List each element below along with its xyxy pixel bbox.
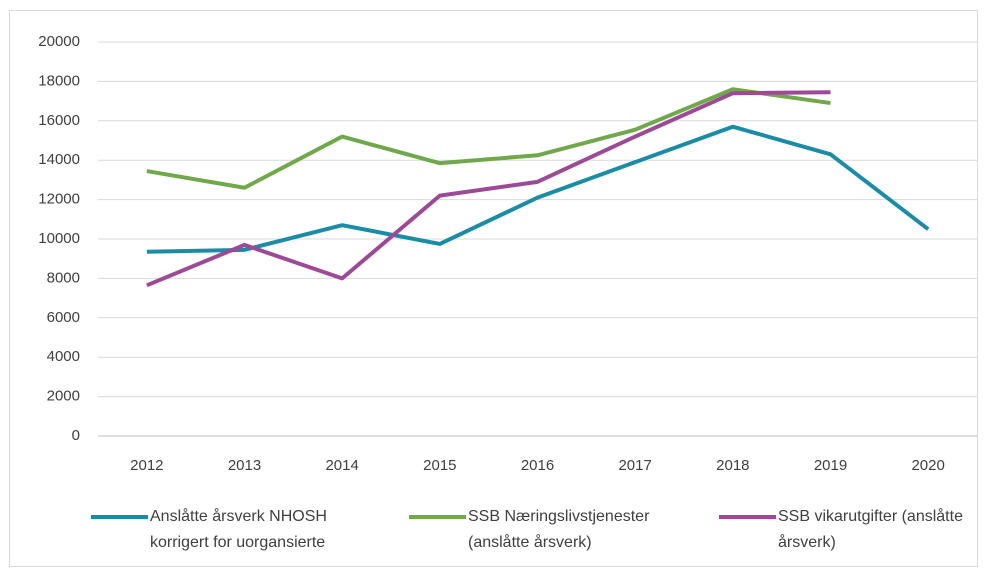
series-line: [146, 87, 831, 190]
y-tick-label: 10000: [38, 230, 80, 247]
x-tick-label: 2013: [228, 457, 261, 474]
y-tick-label: 12000: [38, 191, 80, 208]
y-tick-label: 20000: [38, 33, 80, 50]
legend-label: SSB vikarutgifter (anslåtte årsverk): [778, 508, 963, 551]
x-tick-label: 2016: [521, 457, 554, 474]
legend-label: Anslåtte årsverk NHOSH korrigert for uor…: [150, 508, 327, 551]
x-tick-label: 2012: [130, 457, 163, 474]
y-tick-label: 8000: [47, 269, 80, 286]
x-tick-label: 2018: [716, 457, 749, 474]
x-tick-label: 2019: [814, 457, 847, 474]
chart-border: [9, 10, 978, 567]
x-tick-label: 2015: [423, 457, 456, 474]
y-tick-label: 4000: [47, 348, 80, 365]
y-tick-label: 6000: [47, 309, 80, 326]
series-line: [146, 124, 930, 254]
y-tick-label: 0: [72, 427, 80, 444]
y-tick-label: 16000: [38, 112, 80, 129]
legend-label: SSB Næringslivstjenester (anslåtte årsve…: [468, 508, 650, 551]
y-tick-label: 2000: [47, 388, 80, 405]
x-tick-label: 2014: [325, 457, 358, 474]
x-tick-label: 2020: [911, 457, 944, 474]
x-tick-label: 2017: [618, 457, 651, 474]
y-tick-label: 18000: [38, 72, 80, 89]
series-line: [146, 90, 831, 288]
y-tick-label: 14000: [38, 151, 80, 168]
